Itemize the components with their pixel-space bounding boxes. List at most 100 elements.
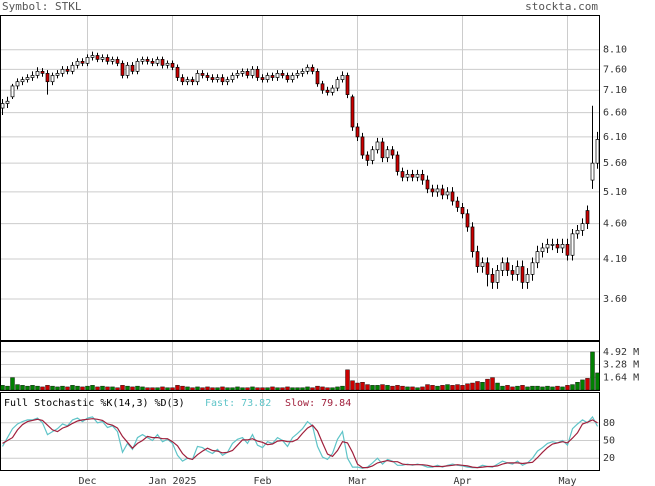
candle-body xyxy=(300,71,305,74)
volume-bar xyxy=(555,385,560,391)
volume-bar xyxy=(235,386,240,391)
candle-body xyxy=(155,59,160,64)
candle-body xyxy=(280,73,285,76)
volume-bar xyxy=(85,385,90,391)
volume-bar xyxy=(190,387,195,391)
y-tick-label: 5.60 xyxy=(603,158,627,169)
candle-body xyxy=(545,244,550,249)
candle-body xyxy=(375,141,380,151)
volume-bar xyxy=(390,385,395,391)
candle-body xyxy=(415,174,420,178)
candle-body xyxy=(555,244,560,249)
candle-body xyxy=(575,230,580,235)
stochastic-line xyxy=(1,415,599,469)
candle-body xyxy=(510,270,515,275)
candle-body xyxy=(595,139,600,164)
candle-body xyxy=(200,73,205,76)
volume-bar xyxy=(240,387,245,391)
candle-body xyxy=(445,191,450,196)
candle-body xyxy=(265,75,270,80)
candle-body xyxy=(285,75,290,80)
candle-body xyxy=(150,60,155,64)
volume-bar xyxy=(250,386,255,391)
volume-bar xyxy=(525,386,530,391)
candle-body xyxy=(60,68,65,74)
volume-bar xyxy=(505,385,510,391)
candle-body xyxy=(385,149,390,159)
volume-bar xyxy=(570,384,575,391)
candle-body xyxy=(250,68,255,76)
symbol-label: Symbol: STKL xyxy=(2,0,82,13)
candle-body xyxy=(295,73,300,76)
candle-body xyxy=(125,64,130,76)
candle-body xyxy=(390,149,395,156)
candle-body xyxy=(495,270,500,283)
volume-bar xyxy=(295,387,300,391)
x-tick-label: Feb xyxy=(253,476,271,486)
volume-bar xyxy=(195,386,200,391)
volume-bar xyxy=(360,382,365,391)
candle-body xyxy=(315,71,320,85)
volume-bar xyxy=(175,385,180,391)
candle-body xyxy=(215,77,220,80)
volume-bar xyxy=(150,387,155,391)
volume-bar xyxy=(110,386,115,391)
stochastic-title: Full Stochastic %K(14,3) %D(3) xyxy=(4,398,185,409)
volume-bar xyxy=(400,385,405,391)
y-tick-label: 7.60 xyxy=(603,64,627,75)
candle-body xyxy=(590,162,595,181)
candle-body xyxy=(310,66,315,72)
candle-body xyxy=(290,75,295,80)
candle-body xyxy=(450,191,455,202)
candle-body xyxy=(5,100,10,104)
volume-bar xyxy=(595,372,600,391)
candle-body xyxy=(525,274,530,283)
volume-bar xyxy=(280,387,285,391)
volume-bar xyxy=(165,387,170,391)
volume-bar xyxy=(75,385,80,391)
volume-bar xyxy=(345,369,350,391)
site-label: stockta.com xyxy=(525,0,598,13)
candle-body xyxy=(480,262,485,267)
volume-bar xyxy=(290,387,295,391)
volume-bar xyxy=(495,382,500,391)
candle-body xyxy=(455,200,460,208)
x-tick-label: Dec xyxy=(78,476,96,486)
candle-body xyxy=(255,68,260,78)
volume-bar xyxy=(460,385,465,391)
volume-bar xyxy=(520,385,525,391)
y-tick-label: 20 xyxy=(603,453,615,464)
candle-body xyxy=(135,60,140,72)
candle-body xyxy=(425,179,430,190)
candle-body xyxy=(110,59,115,62)
candle-body xyxy=(180,77,185,83)
candle-body xyxy=(70,64,75,72)
candle-body xyxy=(160,59,165,66)
candle-body xyxy=(335,79,340,89)
candle-body xyxy=(580,223,585,231)
candle-body xyxy=(105,57,110,62)
volume-bar xyxy=(120,385,125,391)
volume-bar xyxy=(115,387,120,391)
candle-body xyxy=(380,141,385,159)
volume-bar xyxy=(405,386,410,391)
volume-bar xyxy=(425,384,430,391)
volume-bar xyxy=(550,386,555,391)
candle-body xyxy=(15,81,20,87)
candle-body xyxy=(210,77,215,80)
candle-body xyxy=(40,71,45,74)
candle-body xyxy=(420,174,425,181)
volume-bar xyxy=(45,385,50,391)
volume-bar xyxy=(580,379,585,391)
volume-bar xyxy=(15,384,20,391)
candle-body xyxy=(570,233,575,256)
volume-bar xyxy=(0,385,5,391)
candle-body xyxy=(230,75,235,80)
volume-bar xyxy=(65,386,70,391)
volume-bar xyxy=(170,387,175,391)
volume-bar xyxy=(440,385,445,391)
volume-bar xyxy=(340,385,345,391)
candle-body xyxy=(50,75,55,83)
x-tick-label: Mar xyxy=(348,476,366,486)
candle-body xyxy=(30,75,35,78)
